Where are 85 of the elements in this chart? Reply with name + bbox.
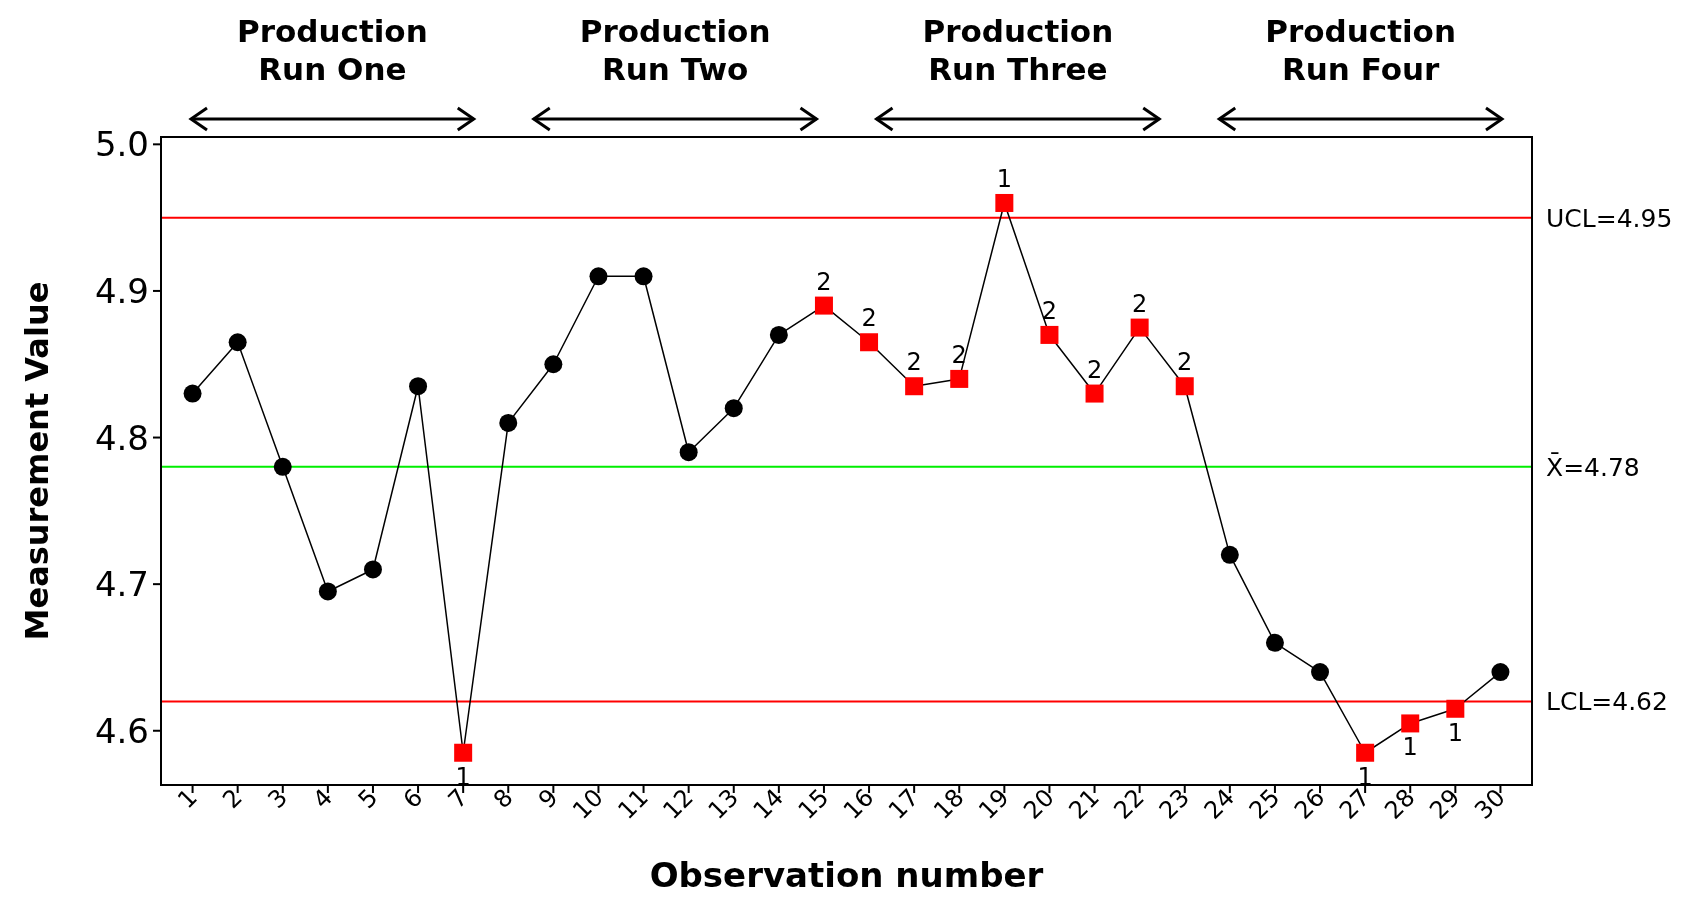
point xyxy=(363,560,382,579)
point xyxy=(905,377,924,396)
text: Production Run Three xyxy=(922,13,1114,87)
point xyxy=(409,377,428,396)
annotation: 2 xyxy=(816,267,832,296)
y-tick-label: 4.7 xyxy=(94,564,149,605)
x-tick-label: 20 xyxy=(1018,783,1060,825)
y-tick-label: 4.6 xyxy=(94,710,149,751)
y-tick-label: 4.9 xyxy=(94,270,149,311)
annotation: 2 xyxy=(861,304,877,333)
point xyxy=(499,413,518,432)
point xyxy=(183,384,202,403)
annotation: 2 xyxy=(1041,296,1058,325)
point xyxy=(679,443,698,462)
x-tick-label: 1 xyxy=(172,783,203,815)
x-tick-label: 21 xyxy=(1063,783,1105,825)
x-tick-label: 17 xyxy=(882,783,925,825)
x-tick-label: 24 xyxy=(1198,783,1241,825)
point xyxy=(634,267,653,286)
x-tick-label: 30 xyxy=(1469,783,1511,825)
point xyxy=(860,333,879,352)
x-tick-label: 12 xyxy=(657,783,699,825)
text: Production Run Four xyxy=(1265,13,1457,87)
x-tick-label: 23 xyxy=(1153,783,1195,825)
x-tick-label: 29 xyxy=(1424,783,1466,825)
point xyxy=(1265,633,1284,652)
point xyxy=(228,333,247,352)
y-tick-label: 4.8 xyxy=(94,417,149,458)
x-axis-title: Observation number xyxy=(649,855,1044,895)
ref-line-label: LCL=4.62 xyxy=(1546,687,1668,717)
x-tick-label: 22 xyxy=(1108,783,1150,825)
y-axis-title: Measurement Value xyxy=(18,281,56,641)
x-tick-label: 4 xyxy=(307,783,339,815)
point xyxy=(1130,318,1149,337)
annotation: 2 xyxy=(1177,348,1193,377)
annotation: 2 xyxy=(951,340,967,369)
point xyxy=(1085,384,1104,403)
point xyxy=(318,582,337,601)
x-tick-label: 5 xyxy=(352,783,384,815)
point xyxy=(1220,545,1239,564)
x-tick-label: 16 xyxy=(837,783,880,825)
annotation: 1 xyxy=(1447,718,1463,747)
point xyxy=(1356,743,1375,762)
x-tick-label: 3 xyxy=(262,783,294,815)
annotation: 1 xyxy=(996,164,1012,193)
point xyxy=(454,743,473,762)
x-tick-label: 26 xyxy=(1288,783,1331,825)
annotation: 1 xyxy=(1402,733,1418,762)
point xyxy=(995,193,1014,212)
ref-line-label: UCL=4.95 xyxy=(1546,203,1673,233)
x-tick-label: 14 xyxy=(747,783,790,825)
x-tick-label: 15 xyxy=(792,783,835,825)
x-tick-label: 18 xyxy=(928,783,970,825)
point xyxy=(1311,663,1330,682)
x-tick-label: 8 xyxy=(487,783,519,815)
x-tick-label: 19 xyxy=(973,783,1015,825)
x-tick-label: 11 xyxy=(612,783,654,825)
annotation: 2 xyxy=(906,348,922,377)
x-tick-label: 7 xyxy=(442,783,474,815)
ref-line-label: X̄=4.78 xyxy=(1546,452,1640,482)
x-tick-label: 25 xyxy=(1243,783,1286,825)
point xyxy=(589,267,608,286)
text: Production Run Two xyxy=(579,13,771,87)
x-tick-label: 13 xyxy=(702,783,744,825)
x-tick-label: 9 xyxy=(533,783,564,815)
y-tick-label: 5.0 xyxy=(94,124,149,165)
point xyxy=(273,457,292,476)
annotation: 2 xyxy=(1132,289,1148,318)
x-tick-label: 2 xyxy=(217,783,248,815)
x-tick-label: 27 xyxy=(1333,783,1376,825)
annotation: 2 xyxy=(1086,355,1103,384)
x-tick-label: 28 xyxy=(1379,783,1421,825)
x-tick-label: 6 xyxy=(397,783,429,815)
point xyxy=(1446,699,1465,718)
point xyxy=(1175,377,1194,396)
point xyxy=(1491,663,1510,682)
point xyxy=(814,296,833,315)
point xyxy=(769,325,788,344)
point xyxy=(1040,325,1059,344)
x-tick-label: 10 xyxy=(567,783,609,825)
point xyxy=(724,399,743,418)
point xyxy=(544,355,563,374)
point xyxy=(950,369,969,388)
point xyxy=(1401,714,1420,733)
text: Production Run One xyxy=(236,13,428,87)
